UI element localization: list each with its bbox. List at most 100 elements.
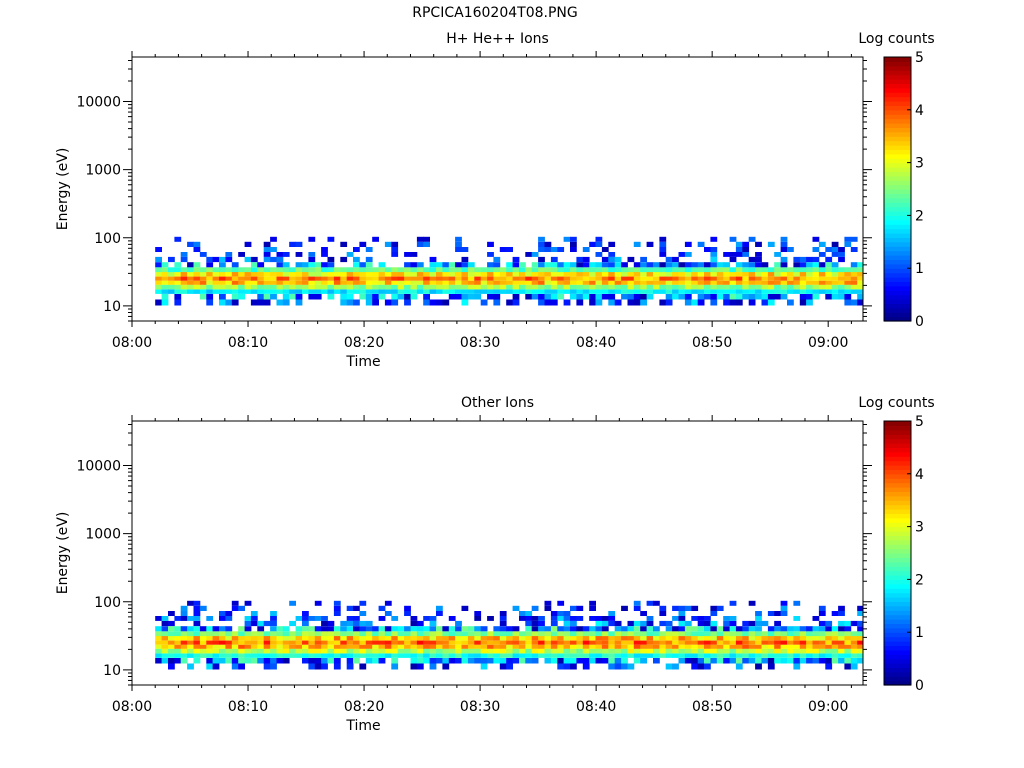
heatmap-cell — [404, 272, 411, 277]
heatmap-cell — [780, 653, 788, 658]
heatmap-cell — [544, 605, 552, 611]
heatmap-cell — [250, 284, 258, 290]
heatmap-cell — [193, 289, 201, 294]
heatmap-cell — [174, 648, 182, 654]
heatmap-cell — [219, 640, 226, 645]
heatmap-cell — [161, 280, 169, 285]
heatmap-cell — [704, 262, 711, 268]
heatmap-cell — [219, 272, 226, 277]
heatmap-cell — [538, 644, 545, 649]
heatmap-cell — [735, 276, 743, 281]
heatmap-cell — [799, 294, 807, 300]
heatmap-cell — [199, 605, 207, 611]
heatmap-cell — [684, 644, 692, 649]
heatmap-cell — [168, 256, 175, 263]
heatmap-cell — [429, 256, 437, 263]
heatmap-cell — [774, 294, 781, 300]
heatmap-cell — [838, 280, 845, 285]
heatmap-cell — [857, 653, 864, 658]
heatmap-cell — [589, 631, 596, 637]
heatmap-cell — [372, 272, 379, 277]
heatmap-cell — [295, 631, 303, 637]
heatmap-cell — [308, 276, 316, 281]
heatmap-cell — [761, 289, 769, 294]
heatmap-cell — [327, 626, 335, 632]
heatmap-cell — [423, 280, 430, 285]
heatmap-cell — [735, 653, 743, 658]
heatmap-cell — [557, 653, 565, 658]
heatmap-cell — [576, 272, 584, 277]
heatmap-cell — [697, 616, 705, 621]
heatmap-cell — [168, 636, 175, 641]
heatmap-cell — [333, 636, 341, 641]
heatmap-cell — [550, 272, 558, 277]
heatmap-cell — [276, 636, 284, 641]
heatmap-cell — [710, 289, 718, 294]
heatmap-cell — [844, 636, 852, 641]
heatmap-cell — [589, 648, 596, 654]
heatmap-cell — [219, 644, 226, 649]
heatmap-cell — [321, 644, 328, 649]
heatmap-cell — [448, 636, 456, 641]
heatmap-cell — [812, 284, 820, 290]
heatmap-cell — [748, 272, 756, 277]
heatmap-cell — [595, 241, 603, 247]
heatmap-cell — [467, 648, 475, 654]
heatmap-cell — [787, 276, 794, 281]
colorbar-segment — [884, 299, 911, 304]
heatmap-cell — [665, 636, 673, 641]
heatmap-cell — [812, 262, 820, 268]
heatmap-cell — [793, 648, 801, 654]
heatmap-cell — [327, 640, 335, 645]
heatmap-cell — [659, 648, 667, 654]
heatmap-cell — [499, 616, 507, 621]
heatmap-cell — [353, 658, 360, 664]
heatmap-cell — [544, 299, 552, 306]
heatmap-cell — [538, 276, 545, 281]
heatmap-cell — [672, 653, 679, 658]
heatmap-cell — [384, 284, 392, 290]
heatmap-cell — [697, 280, 705, 285]
heatmap-cell — [627, 636, 635, 641]
heatmap-cell — [263, 272, 271, 277]
heatmap-cell — [423, 294, 430, 300]
heatmap-cell — [302, 640, 309, 645]
heatmap-cell — [589, 289, 596, 294]
heatmap-cell — [404, 626, 411, 632]
heatmap-cell — [302, 616, 309, 621]
heatmap-cell — [531, 262, 539, 268]
heatmap-cell — [519, 648, 526, 654]
heatmap-cell — [429, 636, 437, 641]
heatmap-cell — [601, 620, 609, 627]
heatmap-cell — [723, 616, 730, 621]
heatmap-cell — [257, 289, 265, 294]
heatmap-cell — [857, 631, 864, 637]
heatmap-cell — [276, 289, 284, 294]
heatmap-cell — [391, 648, 399, 654]
heatmap-cell — [774, 636, 781, 641]
heatmap-cell — [665, 272, 673, 277]
heatmap-cell — [774, 289, 781, 294]
heatmap-cell — [187, 276, 194, 281]
heatmap-cell — [653, 280, 660, 285]
heatmap-cell — [467, 262, 475, 268]
heatmap-cell — [308, 663, 316, 670]
heatmap-cell — [672, 663, 679, 670]
heatmap-cell — [818, 620, 826, 627]
heatmap-cell — [621, 658, 628, 664]
heatmap-cell — [461, 299, 469, 306]
heatmap-cell — [857, 272, 864, 277]
heatmap-cell — [825, 636, 833, 641]
heatmap-cell — [550, 289, 558, 294]
heatmap-cell — [423, 644, 430, 649]
heatmap-cell — [787, 653, 794, 658]
heatmap-cell — [206, 640, 214, 645]
heatmap-cell — [512, 631, 520, 637]
heatmap-cell — [416, 636, 424, 641]
heatmap-cell — [372, 236, 379, 242]
heatmap-cell — [780, 605, 788, 611]
heatmap-cell — [487, 640, 494, 645]
heatmap-cell — [627, 276, 635, 281]
heatmap-cell — [244, 616, 252, 621]
heatmap-cell — [538, 653, 545, 658]
